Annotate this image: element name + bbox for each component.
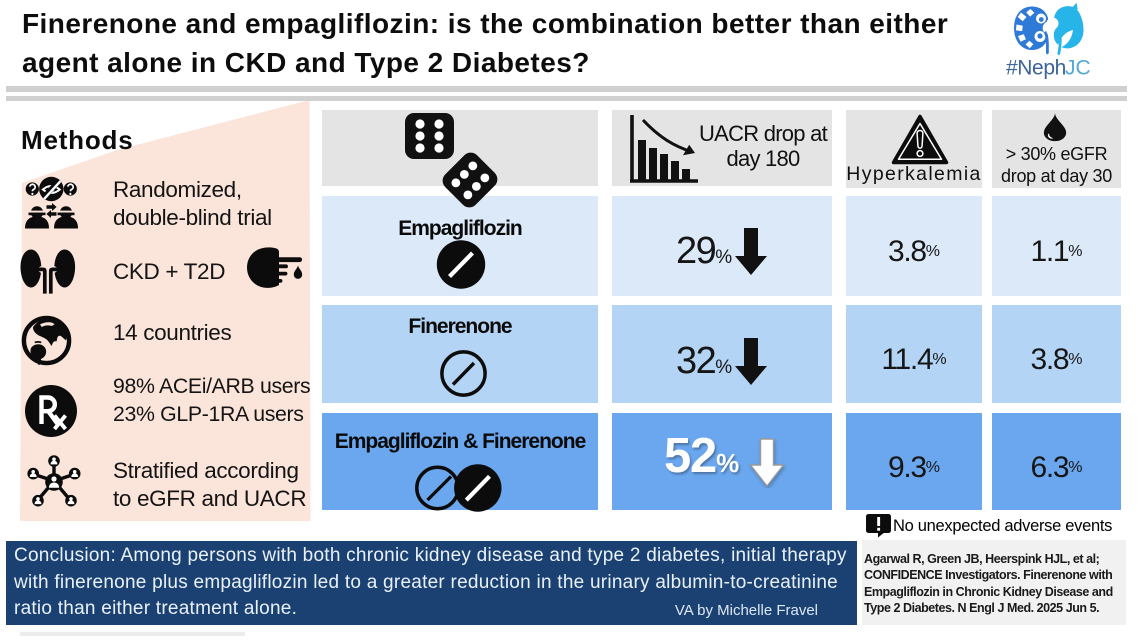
svg-text:#Neph: #Neph — [1006, 57, 1066, 80]
svg-text:JC: JC — [1065, 57, 1091, 80]
